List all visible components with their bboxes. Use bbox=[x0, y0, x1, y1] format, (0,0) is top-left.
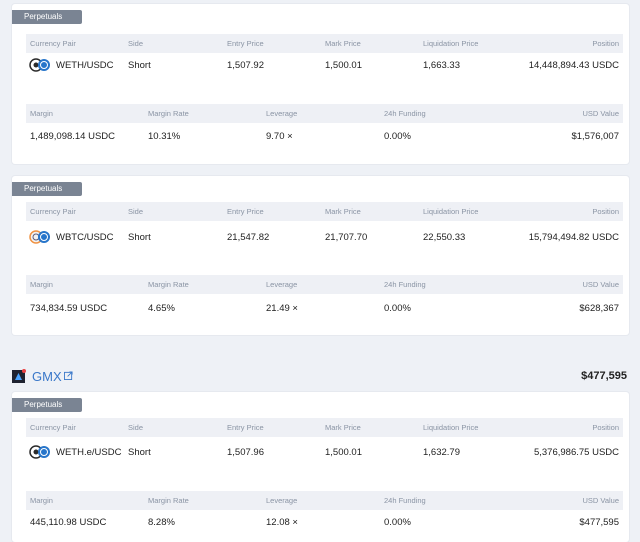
col-currency-pair: Currency Pair bbox=[30, 207, 76, 216]
margin: 445,110.98 USDC bbox=[30, 517, 107, 528]
position-row: WETH.e/USDC Short 1,507.96 1,500.01 1,63… bbox=[26, 445, 623, 461]
col-mark-price: Mark Price bbox=[325, 39, 361, 48]
position-card-2: Perpetuals Currency Pair Side Entry Pric… bbox=[12, 176, 629, 335]
margin-rate: 10.31% bbox=[148, 131, 181, 142]
col-mark-price: Mark Price bbox=[325, 423, 361, 432]
margin-row: 1,489,098.14 USDC 10.31% 9.70 × 0.00% $1… bbox=[26, 129, 623, 145]
col-liquidation-price: Liquidation Price bbox=[423, 423, 479, 432]
external-link-icon[interactable] bbox=[64, 371, 73, 380]
weth-usdc-pair-icon bbox=[29, 58, 50, 72]
liquidation-price: 1,632.79 bbox=[423, 447, 460, 458]
position-card-1: Perpetuals Currency Pair Side Entry Pric… bbox=[12, 4, 629, 164]
col-position: Position bbox=[592, 423, 619, 432]
margin-rate: 4.65% bbox=[148, 303, 175, 314]
funding: 0.00% bbox=[384, 131, 411, 142]
col-currency-pair: Currency Pair bbox=[30, 423, 76, 432]
liquidation-price: 22,550.33 bbox=[423, 232, 466, 243]
protocol-value: $477,595 bbox=[581, 370, 627, 382]
currency-pair: WETH.e/USDC bbox=[56, 447, 122, 458]
liquidation-price: 1,663.33 bbox=[423, 60, 460, 71]
col-liquidation-price: Liquidation Price bbox=[423, 39, 479, 48]
position-size: 15,794,494.82 USDC bbox=[528, 232, 619, 243]
position-row: WETH/USDC Short 1,507.92 1,500.01 1,663.… bbox=[26, 58, 623, 74]
col-leverage: Leverage bbox=[266, 280, 298, 289]
position-size: 5,376,986.75 USDC bbox=[533, 447, 619, 458]
col-funding: 24h Funding bbox=[384, 280, 426, 289]
margin-row: 445,110.98 USDC 8.28% 12.08 × 0.00% $477… bbox=[26, 515, 623, 531]
margin-rate: 8.28% bbox=[148, 517, 175, 528]
col-usd-value: USD Value bbox=[582, 496, 619, 505]
col-usd-value: USD Value bbox=[582, 109, 619, 118]
col-side: Side bbox=[128, 39, 144, 48]
side: Short bbox=[128, 232, 151, 243]
weth-e-usdc-pair-icon bbox=[29, 445, 50, 459]
currency-pair: WETH/USDC bbox=[56, 60, 114, 71]
gmx-logo-icon bbox=[12, 369, 26, 383]
col-margin: Margin bbox=[30, 496, 53, 505]
mark-price: 1,500.01 bbox=[325, 447, 362, 458]
margin-row: 734,834.59 USDC 4.65% 21.49 × 0.00% $628… bbox=[26, 301, 623, 317]
margin-header: Margin Margin Rate Leverage 24h Funding … bbox=[26, 275, 623, 294]
col-leverage: Leverage bbox=[266, 496, 298, 505]
col-leverage: Leverage bbox=[266, 109, 298, 118]
mark-price: 21,707.70 bbox=[325, 232, 368, 243]
funding: 0.00% bbox=[384, 517, 411, 528]
side: Short bbox=[128, 447, 151, 458]
col-margin-rate: Margin Rate bbox=[148, 496, 189, 505]
col-side: Side bbox=[128, 207, 144, 216]
col-entry-price: Entry Price bbox=[227, 207, 264, 216]
col-entry-price: Entry Price bbox=[227, 423, 264, 432]
col-mark-price: Mark Price bbox=[325, 207, 361, 216]
col-currency-pair: Currency Pair bbox=[30, 39, 76, 48]
col-margin-rate: Margin Rate bbox=[148, 280, 189, 289]
wbtc-usdc-pair-icon bbox=[29, 230, 50, 244]
margin-header: Margin Margin Rate Leverage 24h Funding … bbox=[26, 104, 623, 123]
position-card-3: Perpetuals Currency Pair Side Entry Pric… bbox=[12, 392, 629, 542]
col-margin: Margin bbox=[30, 280, 53, 289]
col-margin: Margin bbox=[30, 109, 53, 118]
col-side: Side bbox=[128, 423, 144, 432]
currency-pair: WBTC/USDC bbox=[56, 232, 114, 243]
mark-price: 1,500.01 bbox=[325, 60, 362, 71]
col-position: Position bbox=[592, 207, 619, 216]
usd-value: $477,595 bbox=[579, 517, 619, 528]
margin-header: Margin Margin Rate Leverage 24h Funding … bbox=[26, 491, 623, 510]
perpetuals-tag: Perpetuals bbox=[12, 398, 82, 412]
col-liquidation-price: Liquidation Price bbox=[423, 207, 479, 216]
col-funding: 24h Funding bbox=[384, 109, 426, 118]
perpetuals-tag: Perpetuals bbox=[12, 10, 82, 24]
position-row: WBTC/USDC Short 21,547.82 21,707.70 22,5… bbox=[26, 230, 623, 246]
col-margin-rate: Margin Rate bbox=[148, 109, 189, 118]
col-funding: 24h Funding bbox=[384, 496, 426, 505]
margin: 734,834.59 USDC bbox=[30, 303, 108, 314]
protocol-name[interactable]: GMX bbox=[32, 369, 62, 384]
entry-price: 1,507.92 bbox=[227, 60, 264, 71]
position-header: Currency Pair Side Entry Price Mark Pric… bbox=[26, 202, 623, 221]
entry-price: 21,547.82 bbox=[227, 232, 270, 243]
leverage: 9.70 × bbox=[266, 131, 293, 142]
position-header: Currency Pair Side Entry Price Mark Pric… bbox=[26, 34, 623, 53]
position-header: Currency Pair Side Entry Price Mark Pric… bbox=[26, 418, 623, 437]
funding: 0.00% bbox=[384, 303, 411, 314]
usd-value: $1,576,007 bbox=[571, 131, 619, 142]
col-position: Position bbox=[592, 39, 619, 48]
usd-value: $628,367 bbox=[579, 303, 619, 314]
col-usd-value: USD Value bbox=[582, 280, 619, 289]
position-size: 14,448,894.43 USDC bbox=[528, 60, 619, 71]
side: Short bbox=[128, 60, 151, 71]
protocol-header: GMX $477,595 bbox=[12, 367, 629, 387]
entry-price: 1,507.96 bbox=[227, 447, 264, 458]
leverage: 12.08 × bbox=[266, 517, 298, 528]
margin: 1,489,098.14 USDC bbox=[30, 131, 116, 142]
leverage: 21.49 × bbox=[266, 303, 298, 314]
col-entry-price: Entry Price bbox=[227, 39, 264, 48]
perpetuals-tag: Perpetuals bbox=[12, 182, 82, 196]
